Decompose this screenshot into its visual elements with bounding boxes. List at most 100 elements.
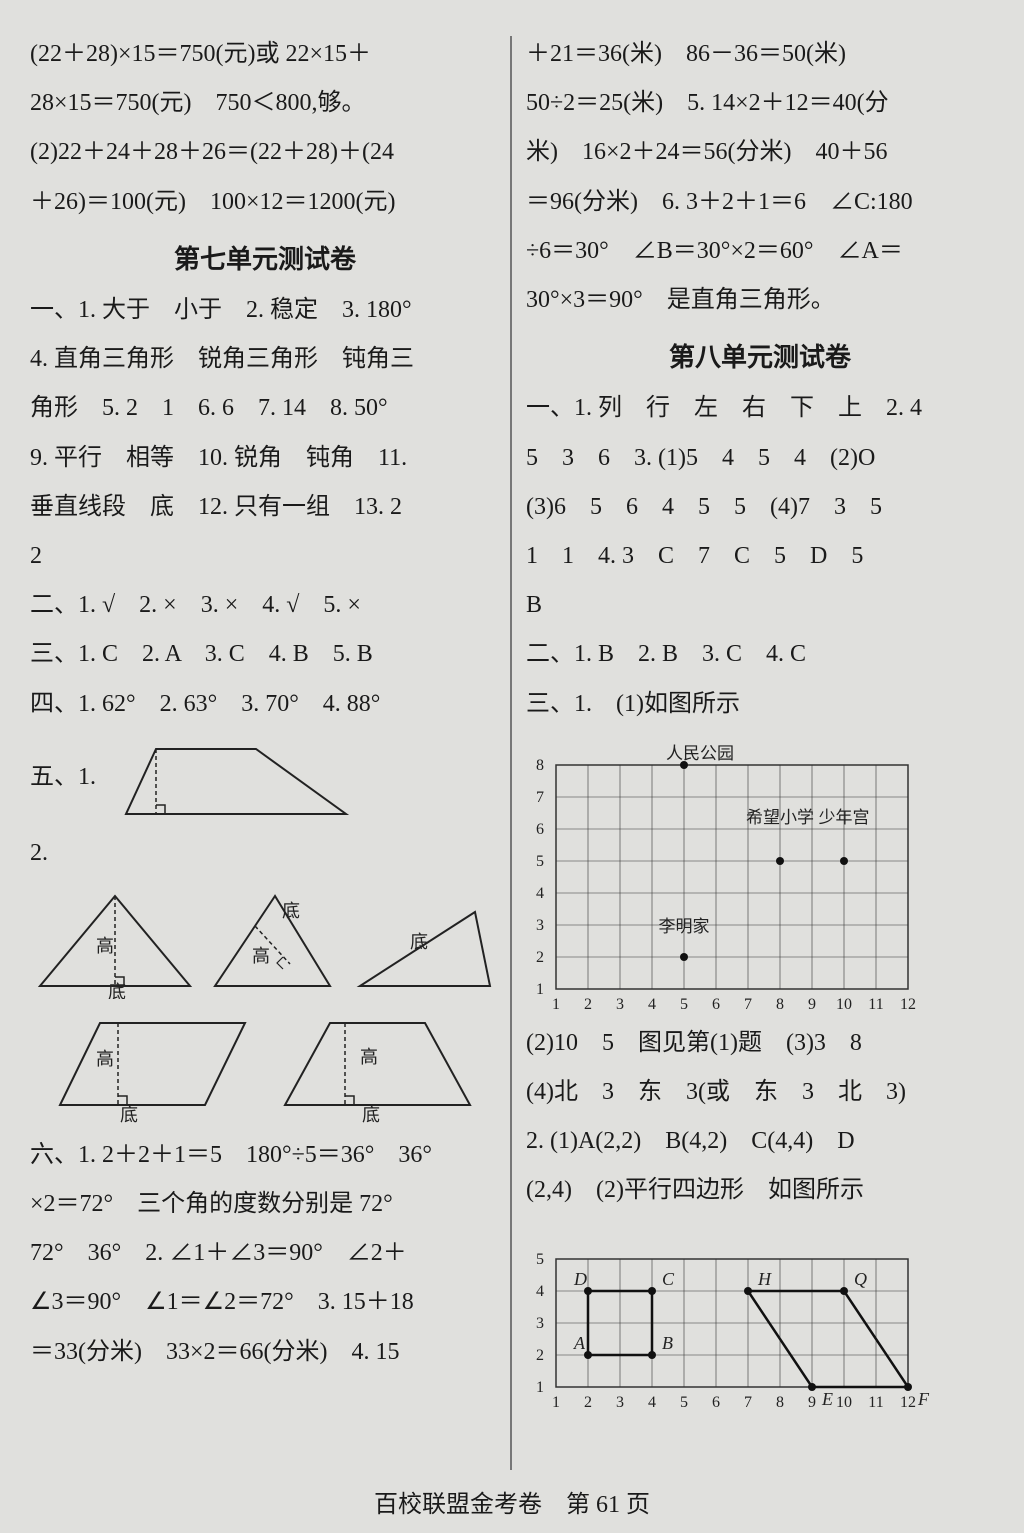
svg-text:底: 底 [120,1105,138,1125]
page-footer: 百校联盟金考卷 第 61 页 [0,1480,1024,1519]
svg-text:2: 2 [584,996,592,1013]
q5-1-label: 五、1. [30,729,96,802]
svg-text:5: 5 [536,853,544,870]
text-line: 30°×3＝90° 是直角三角形。 [526,276,994,325]
text-line: 5 3 6 3. (1)5 4 5 4 (2)O [526,434,994,483]
text-line: (3)6 5 6 4 5 5 (4)7 3 5 [526,483,994,532]
svg-text:高: 高 [96,1049,114,1069]
text-line: ＝33(分米) 33×2＝66(分米) 4. 15 [30,1328,500,1377]
svg-text:底: 底 [410,932,428,952]
svg-text:1: 1 [536,1379,544,1396]
svg-text:1: 1 [552,996,560,1013]
text-line: 28×15＝750(元) 750＜800,够。 [30,79,500,128]
svg-text:11: 11 [868,996,883,1013]
svg-text:9: 9 [808,1394,816,1411]
text-line: 米) 16×2＋24＝56(分米) 40＋56 [526,128,994,177]
text-line: 垂直线段 底 12. 只有一组 13. 2 [30,483,500,532]
text-line: 四、1. 62° 2. 63° 3. 70° 4. 88° [30,680,500,729]
svg-text:H: H [757,1269,772,1289]
svg-text:4: 4 [648,1394,656,1411]
svg-text:2: 2 [584,1394,592,1411]
svg-text:高: 高 [360,1047,378,1067]
text-line: 二、1. B 2. B 3. C 4. C [526,630,994,679]
text-line: 六、1. 2＋2＋1＝5 180°÷5＝36° 36° [30,1131,500,1180]
svg-text:希望小学: 希望小学 [746,808,814,827]
svg-text:5: 5 [536,1251,544,1268]
svg-text:A: A [573,1333,586,1353]
svg-text:李明家: 李明家 [658,917,709,936]
text-line: 一、1. 列 行 左 右 下 上 2. 4 [526,384,994,433]
text-line: 4. 直角三角形 锐角三角形 钝角三 [30,335,500,384]
text-line: 一、1. 大于 小于 2. 稳定 3. 180° [30,286,500,335]
text-line: 二、1. √ 2. × 3. × 4. √ 5. × [30,581,500,630]
svg-text:5: 5 [680,996,688,1013]
figure-grid-1: 12345678910111212345678人民公园希望小学少年宫李明家 [526,729,986,1019]
svg-text:3: 3 [616,1394,624,1411]
q5-1-row: 五、1. [30,729,500,829]
svg-text:12: 12 [900,1394,916,1411]
text-line: 三、1. C 2. A 3. C 4. B 5. B [30,630,500,679]
text-line: 1 1 4. 3 C 7 C 5 D 5 [526,532,994,581]
svg-text:3: 3 [536,917,544,934]
page: (22＋28)×15＝750(元)或 22×15＋ 28×15＝750(元) 7… [0,0,1024,1480]
text-line: ÷6＝30° ∠B＝30°×2＝60° ∠A＝ [526,227,994,276]
q5-2-label: 2. [30,829,500,878]
svg-text:7: 7 [744,996,752,1013]
text-line: (2)10 5 图见第(1)题 (3)3 8 [526,1019,994,1068]
svg-text:4: 4 [536,1283,544,1300]
label-di: 底 [108,982,126,999]
unit7-title: 第七单元测试卷 [30,227,500,286]
svg-text:8: 8 [776,996,784,1013]
text-line: 72° 36° 2. ∠1＋∠3＝90° ∠2＋ [30,1229,500,1278]
svg-text:F: F [917,1389,930,1409]
svg-text:C: C [662,1269,675,1289]
svg-text:3: 3 [536,1315,544,1332]
svg-text:6: 6 [712,1394,720,1411]
text-line: 角形 5. 2 1 6. 6 7. 14 8. 50° [30,384,500,433]
figure-grid-2: 12345678910111212345ABCDHQEF [526,1215,986,1415]
svg-text:人民公园: 人民公园 [666,744,734,763]
text-line: ＋21＝36(米) 86－36＝50(米) [526,30,994,79]
svg-text:3: 3 [616,996,624,1013]
text-line: (2)22＋24＋28＋26＝(22＋28)＋(24 [30,128,500,177]
right-column: ＋21＝36(米) 86－36＝50(米) 50÷2＝25(米) 5. 14×2… [512,30,994,1480]
unit8-title: 第八单元测试卷 [526,325,994,384]
svg-text:5: 5 [680,1394,688,1411]
svg-text:8: 8 [776,1394,784,1411]
figure-trapezoid-5-1 [96,729,356,829]
svg-text:高: 高 [252,946,270,966]
text-line: ＋26)＝100(元) 100×12＝1200(元) [30,178,500,227]
text-line: 50÷2＝25(米) 5. 14×2＋12＝40(分 [526,79,994,128]
svg-text:少年宫: 少年宫 [818,808,869,827]
figure-triangles-row: 高 底 底 高 底 [30,884,500,999]
svg-text:底: 底 [282,901,300,921]
svg-text:1: 1 [552,1394,560,1411]
svg-text:底: 底 [362,1105,380,1125]
text-line: B [526,581,994,630]
svg-text:E: E [821,1389,833,1409]
svg-text:4: 4 [536,885,544,902]
svg-text:1: 1 [536,981,544,998]
label-gao: 高 [96,936,114,956]
text-line: 2 [30,532,500,581]
svg-text:9: 9 [808,996,816,1013]
svg-text:8: 8 [536,757,544,774]
text-line: ∠3＝90° ∠1＝∠2＝72° 3. 15＋18 [30,1278,500,1327]
svg-text:12: 12 [900,996,916,1013]
svg-text:10: 10 [836,996,852,1013]
svg-text:B: B [662,1333,673,1353]
svg-text:6: 6 [712,996,720,1013]
text-line: 9. 平行 相等 10. 锐角 钝角 11. [30,434,500,483]
svg-text:11: 11 [868,1394,883,1411]
text-line: ×2＝72° 三个角的度数分别是 72° [30,1180,500,1229]
text-line: (2,4) (2)平行四边形 如图所示 [526,1166,994,1215]
svg-text:7: 7 [536,789,544,806]
text-line: 三、1. (1)如图所示 [526,680,994,729]
svg-text:2: 2 [536,1347,544,1364]
svg-text:6: 6 [536,821,544,838]
text-line: (22＋28)×15＝750(元)或 22×15＋ [30,30,500,79]
svg-text:10: 10 [836,1394,852,1411]
text-line: 2. (1)A(2,2) B(4,2) C(4,4) D [526,1117,994,1166]
left-column: (22＋28)×15＝750(元)或 22×15＋ 28×15＝750(元) 7… [30,30,510,1480]
svg-text:D: D [573,1269,587,1289]
